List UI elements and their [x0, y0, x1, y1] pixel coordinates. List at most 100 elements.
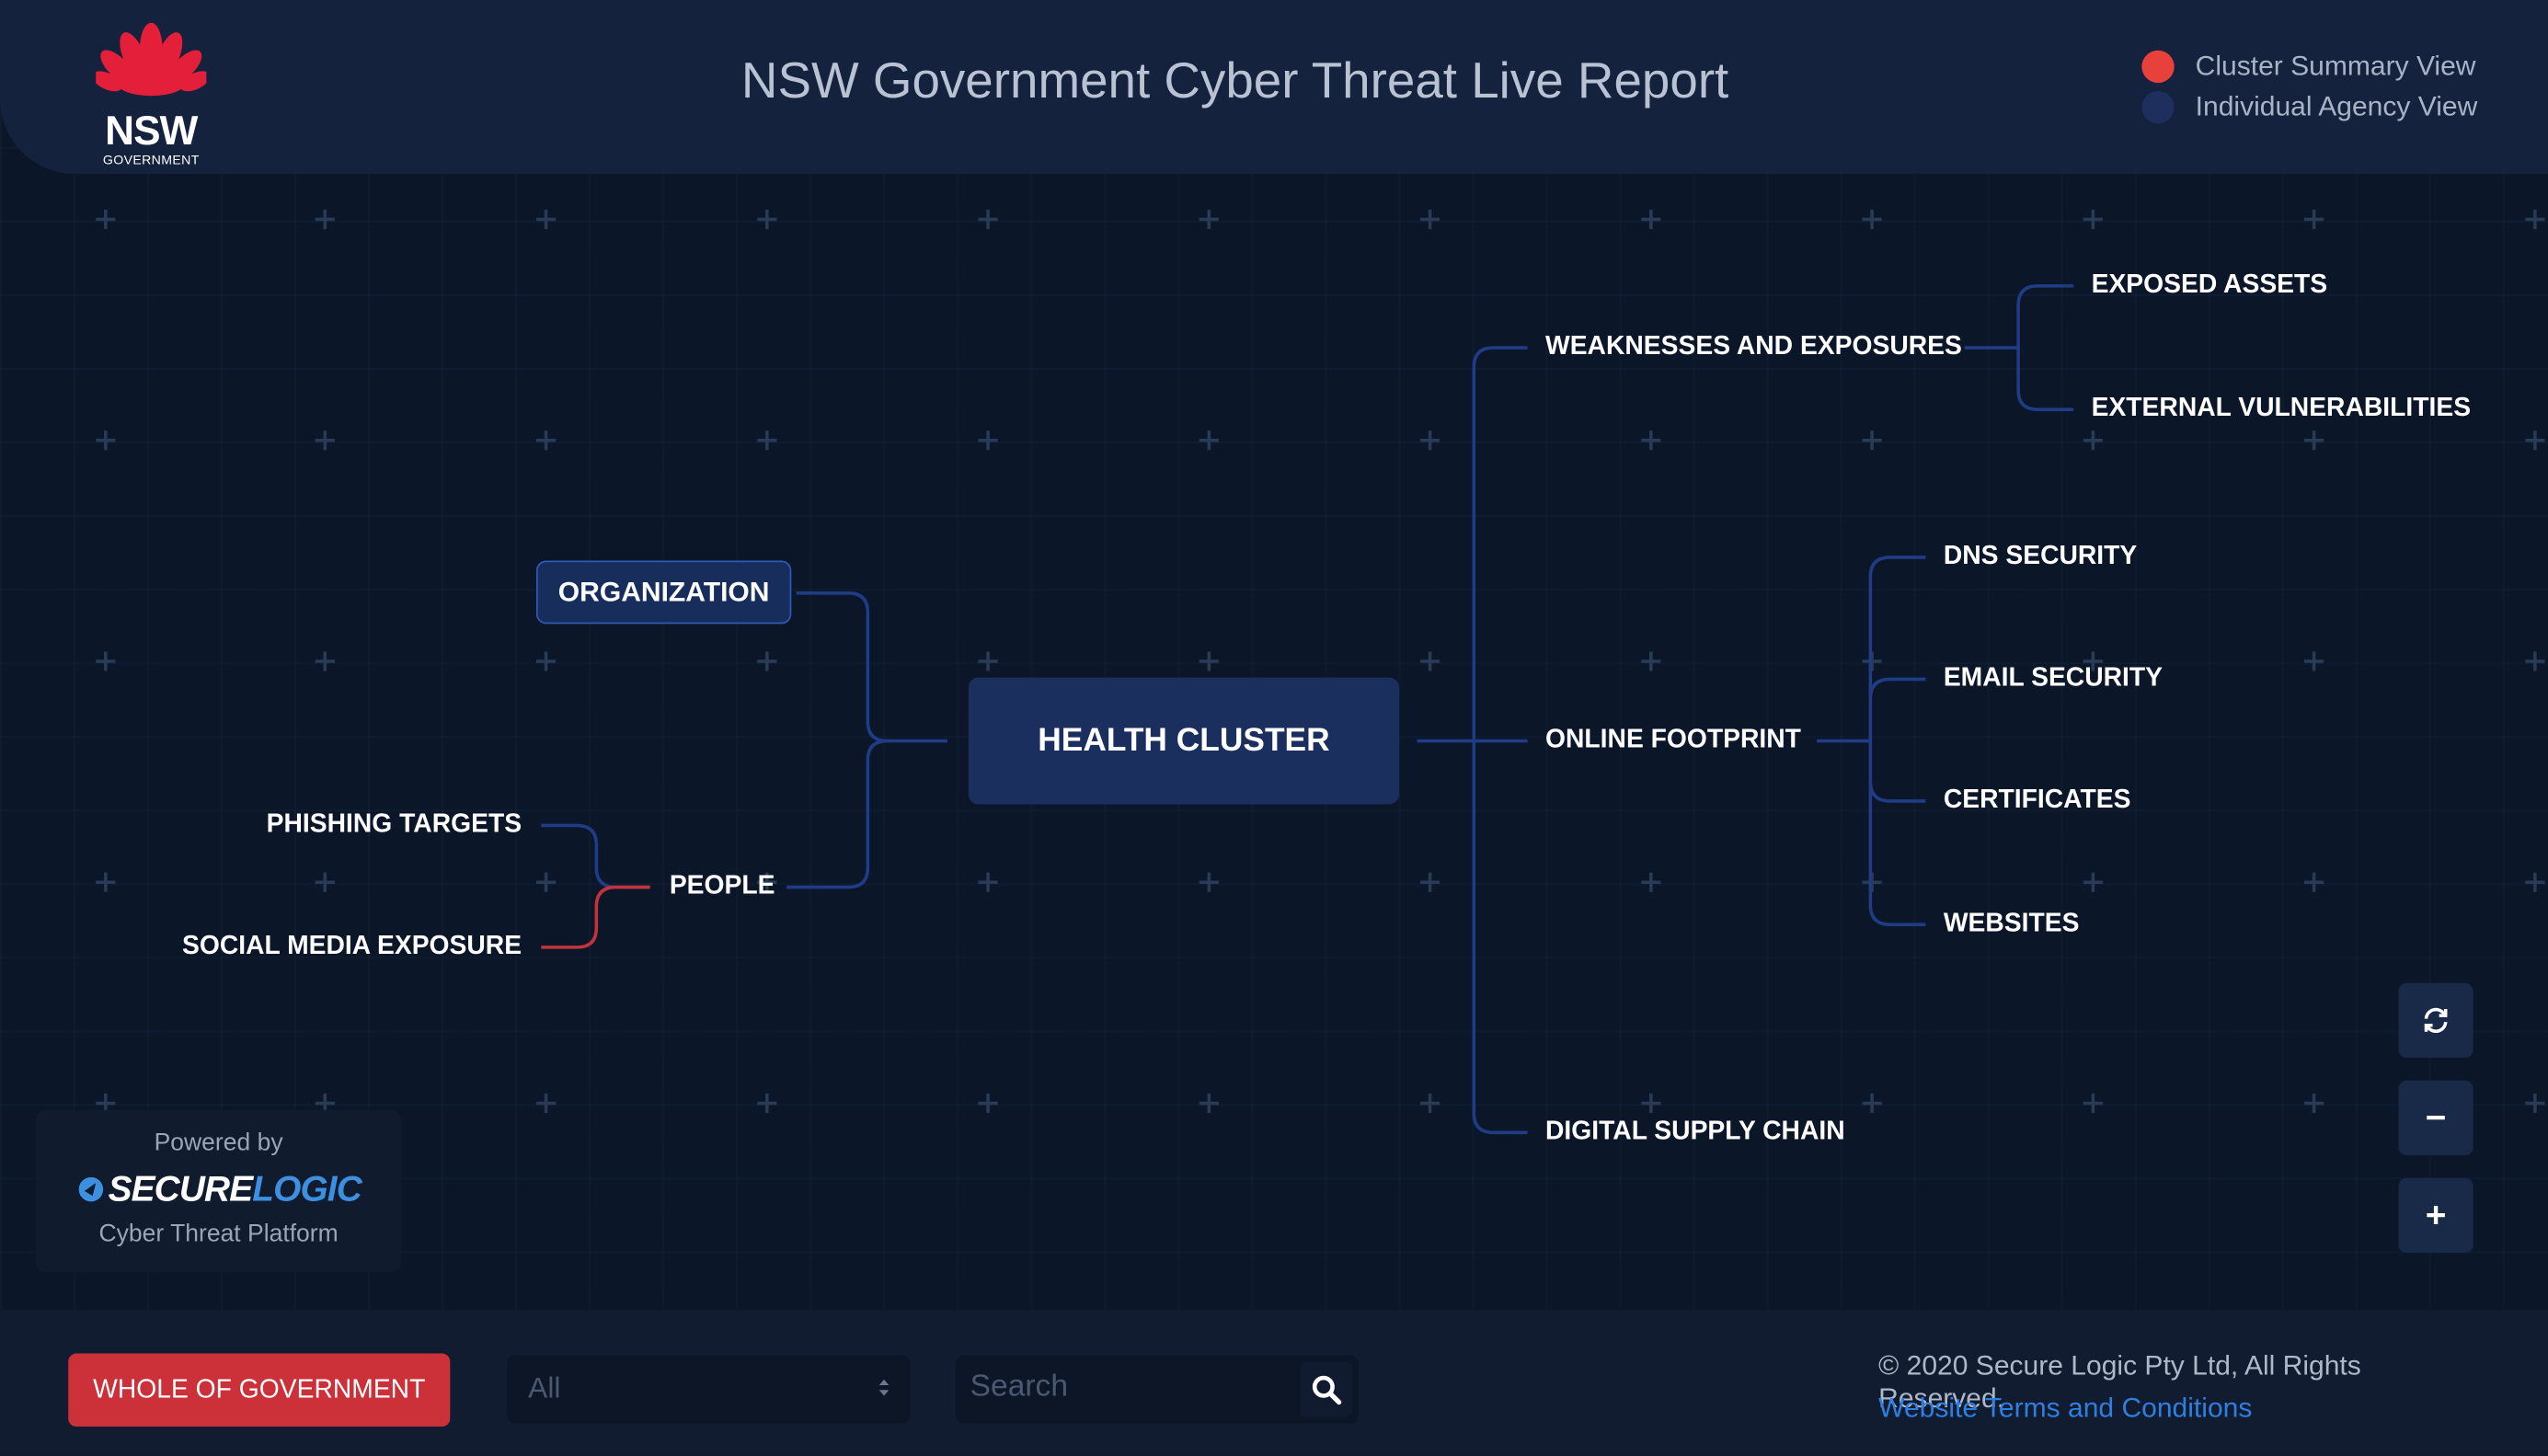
link-supply-chain [1472, 740, 1528, 1135]
grid-crosshair [1419, 651, 1440, 671]
link-online-websites [1868, 740, 1926, 926]
grid-crosshair [2304, 872, 2324, 892]
brand-logic: LOGIC [252, 1168, 362, 1210]
terms-link[interactable]: Website Terms and Conditions [1878, 1392, 2253, 1424]
refresh-button[interactable] [2398, 982, 2473, 1059]
zoom-in-button[interactable]: + [2398, 1177, 2473, 1254]
grid-crosshair [2525, 1093, 2545, 1114]
link-online-dns [1817, 556, 1926, 743]
grid-crosshair [978, 651, 998, 671]
node-weaknesses-and-exposures[interactable]: WEAKNESSES AND EXPOSURES [1545, 333, 1962, 361]
grid-crosshair [1641, 1093, 1661, 1114]
select-arrows-icon [878, 1379, 890, 1396]
grid-crosshair [757, 430, 777, 451]
logo-subtext: GOVERNMENT [102, 153, 200, 167]
node-online-footprint[interactable]: ONLINE FOOTPRINT [1545, 726, 1801, 754]
node-digital-supply-chain[interactable]: DIGITAL SUPPLY CHAIN [1545, 1118, 1845, 1146]
grid-crosshair [315, 1093, 335, 1114]
grid-crosshair [1199, 872, 1219, 892]
agency-select[interactable]: All [507, 1355, 911, 1424]
refresh-icon [2424, 1007, 2448, 1033]
grid-crosshair [1419, 430, 1440, 451]
grid-crosshair [96, 872, 116, 892]
grid-crosshair [978, 1093, 998, 1114]
header-bar: NSW GOVERNMENT NSW Government Cyber Thre… [0, 0, 2548, 175]
node-people[interactable]: PEOPLE [669, 872, 775, 900]
node-phishing-targets[interactable]: PHISHING TARGETS [266, 810, 522, 839]
node-external-vulnerabilities[interactable]: EXTERNAL VULNERABILITIES [2091, 395, 2472, 423]
node-exposed-assets[interactable]: EXPOSED ASSETS [2091, 271, 2328, 300]
securelogic-mark-icon [77, 1176, 103, 1202]
grid-crosshair [1199, 651, 1219, 671]
grid-crosshair [1862, 430, 1882, 451]
grid-crosshair [2525, 872, 2545, 892]
legend-individual-agency[interactable]: Individual Agency View [2141, 86, 2477, 127]
node-email-security[interactable]: EMAIL SECURITY [1943, 664, 2164, 693]
grid-crosshair [757, 651, 777, 671]
legend-label: Individual Agency View [2195, 90, 2478, 121]
grid-crosshair [315, 872, 335, 892]
grid-crosshair [1641, 872, 1661, 892]
red-dot-icon [2141, 49, 2175, 83]
minus-icon: − [2425, 1096, 2447, 1138]
grid-crosshair [2083, 872, 2103, 892]
search-placeholder: Search [970, 1370, 1069, 1404]
brand-secure: SECURE [108, 1168, 254, 1210]
grid-crosshair [96, 430, 116, 451]
node-health-cluster[interactable]: HEALTH CLUSTER [968, 677, 1400, 805]
link-people-phishing [541, 823, 650, 889]
grid-crosshair [535, 209, 557, 230]
grid-crosshair [2525, 209, 2545, 230]
grid-crosshair [535, 651, 557, 671]
logo-text: NSW [105, 109, 198, 155]
link-center-organization [796, 591, 947, 743]
grid-crosshair [978, 209, 998, 230]
powered-by-panel: Powered by SECURE LOGIC Cyber Threat Plat… [35, 1109, 402, 1273]
node-organization[interactable]: ORGANIZATION [535, 560, 792, 625]
blue-dot-icon [2141, 90, 2175, 123]
grid-crosshair [2083, 651, 2103, 671]
grid-crosshair [315, 651, 335, 671]
plus-icon: + [2425, 1194, 2447, 1235]
grid-crosshair [1862, 1093, 1882, 1114]
copyright-text: © 2020 Secure Logic Pty Ltd, All Rights … [1878, 1350, 2361, 1414]
grid-crosshair [96, 1093, 116, 1114]
legend-cluster-summary[interactable]: Cluster Summary View [2141, 45, 2477, 86]
grid-crosshair [2304, 209, 2324, 230]
node-dns-security[interactable]: DNS SECURITY [1943, 543, 2138, 571]
grid-crosshair [2083, 1093, 2103, 1114]
search-input[interactable]: Search [955, 1355, 1359, 1424]
securelogic-logo: SECURE LOGIC [36, 1168, 401, 1210]
grid-crosshair [96, 209, 116, 230]
zoom-out-button[interactable]: − [2398, 1080, 2473, 1156]
grid-crosshair [535, 1093, 557, 1114]
node-social-media-exposure[interactable]: SOCIAL MEDIA EXPOSURE [181, 933, 522, 961]
grid-crosshair [757, 209, 777, 230]
grid-crosshair [315, 209, 335, 230]
search-button[interactable] [1300, 1361, 1352, 1417]
link-weak-external [2016, 348, 2074, 411]
grid-crosshair [1419, 209, 1440, 230]
grid-crosshair [1862, 209, 1882, 230]
whole-of-government-button[interactable]: WHOLE OF GOVERNMENT [68, 1353, 451, 1427]
node-websites[interactable]: WEBSITES [1943, 910, 2080, 938]
grid-crosshair [96, 651, 116, 671]
nsw-government-logo: NSW GOVERNMENT [89, 22, 212, 167]
grid-crosshair [1641, 651, 1661, 671]
grid-crosshair [757, 1093, 777, 1114]
grid-crosshair [2304, 1093, 2324, 1114]
search-icon [1311, 1374, 1341, 1404]
powered-by-text: Powered by [154, 1129, 283, 1157]
grid-crosshair [2083, 209, 2103, 230]
grid-crosshair [2304, 651, 2324, 671]
link-weak-exposed [1964, 284, 2074, 350]
grid-crosshair [1199, 1093, 1219, 1114]
grid-crosshair [2525, 651, 2545, 671]
link-people-social-media [541, 885, 650, 949]
grid-crosshair [1199, 209, 1219, 230]
platform-text: Cyber Threat Platform [98, 1220, 339, 1248]
node-certificates[interactable]: CERTIFICATES [1943, 786, 2131, 815]
select-value: All [528, 1370, 561, 1404]
grid-crosshair [315, 430, 335, 451]
